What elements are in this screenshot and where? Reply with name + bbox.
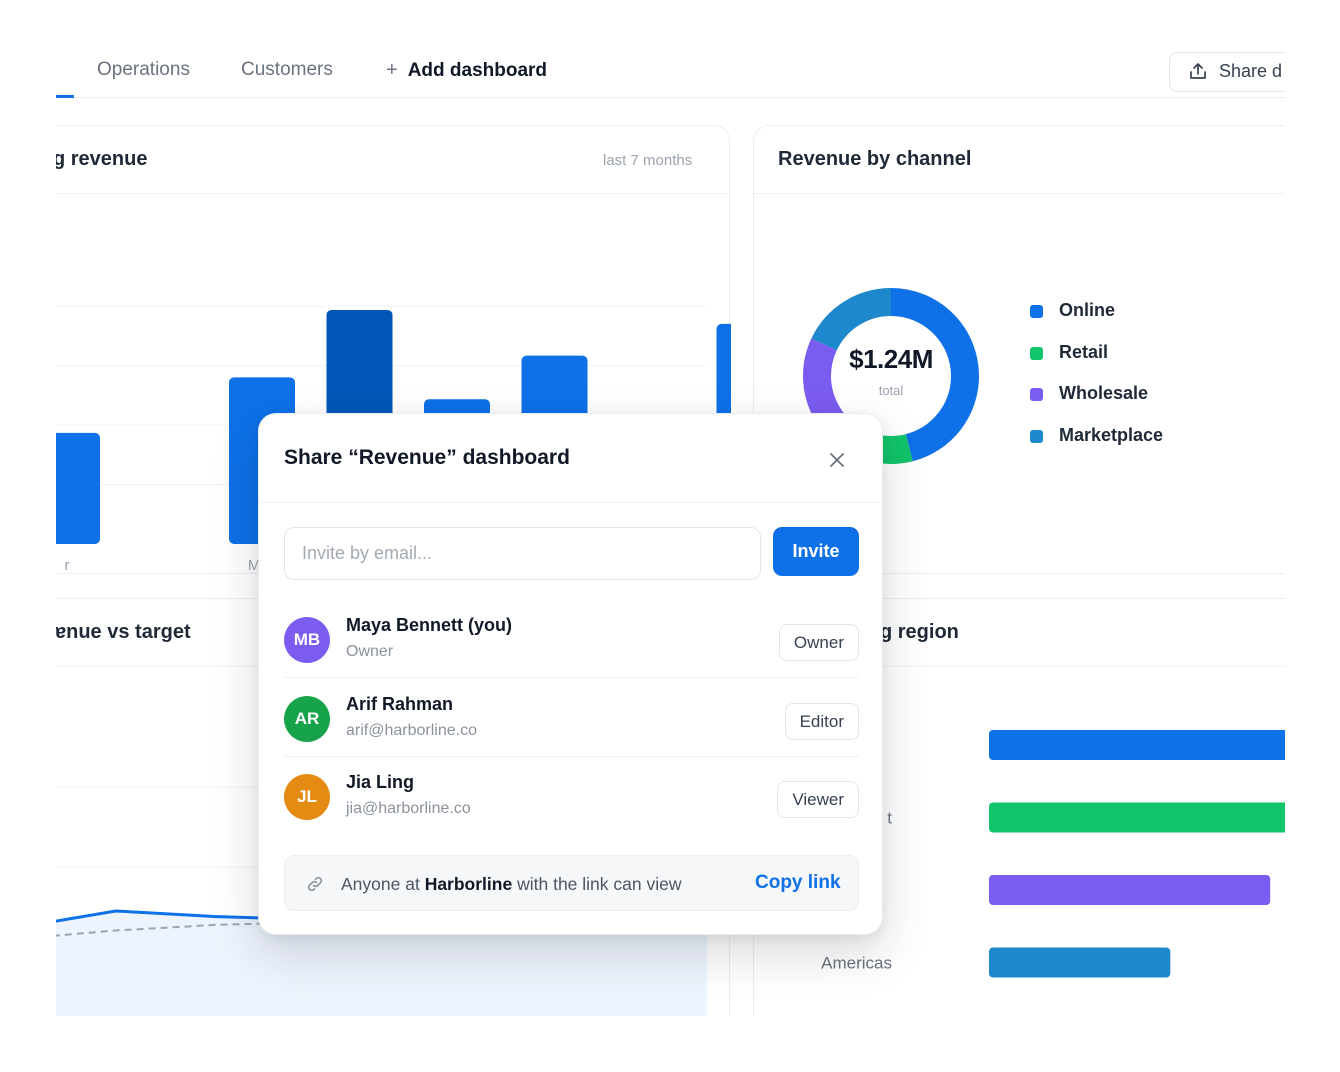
member-role-select[interactable]: Editor [784,703,859,740]
member-email: jia@harborline.co [346,800,471,817]
donut-slice-marketplace [803,288,979,464]
dashboard-viewport: Operations Customers + Add dashboard Shar… [56,40,1285,1016]
copy-link-button[interactable]: Copy link [755,872,841,893]
donut-total-value: $1.24M [849,344,933,374]
avatar: AR [284,696,330,742]
region-label: Americas [821,954,892,973]
member-name: Arif Rahman [346,694,454,714]
region-bar [989,802,1285,833]
legend-label-wholesale: Wholesale [1059,383,1149,403]
donut-slice-wholesale [803,288,979,464]
revenue-by-channel-title: Revenue by channel [778,148,972,170]
legend-swatch-marketplace [1030,429,1043,443]
add-dashboard-button[interactable]: + Add dashboard [386,59,547,82]
member-row: MB Maya Bennett (you) Owner Owner [284,600,859,678]
invite-button[interactable]: Invite [773,527,859,576]
share-link-description: Anyone at Harborline with the link can v… [341,874,681,895]
member-email: arif@harborline.co [346,722,477,739]
revenue-by-channel-card-header: Revenue by channel [754,126,1285,194]
share-upload-icon [1190,63,1206,79]
plus-icon: + [386,59,398,81]
legend-label-marketplace: Marketplace [1059,424,1164,445]
share-link-org: Harborline [424,874,513,894]
share-modal-title: Share “Revenue” dashboard [284,446,570,469]
revenue-bar [56,432,100,544]
tab-customers[interactable]: Customers [241,59,333,80]
revenue-by-region-card-header: ɡ region [754,599,1285,667]
revenue-by-region-title: ɡ region [880,621,959,643]
region-bar [989,875,1271,905]
member-role-select[interactable]: Viewer [777,781,859,818]
invite-email-input[interactable] [284,527,761,580]
dashboard-tabs: Operations Customers + Add dashboard Shar… [56,40,1285,98]
avatar: MB [284,617,330,663]
revenue-by-channel-donut [803,288,979,464]
legend-label-online: Online [1059,300,1116,320]
avatar: JL [284,774,330,820]
monthly-revenue-period: last 7 months [603,152,693,169]
legend-swatch-retail [1030,346,1043,360]
member-subtitle: Owner [346,643,394,660]
share-modal-header: Share “Revenue” dashboard [259,414,882,503]
region-bar [989,947,1171,978]
share-dashboard-label: Share d [1219,61,1283,81]
monthly-revenue-card-header: ɡ revenue last 7 months [56,126,729,194]
monthly-revenue-title: ɡ revenue [56,148,148,170]
member-role-select[interactable]: Owner [778,624,859,661]
share-link-prefix: Anyone at [341,874,420,894]
donut-total-label: total [878,383,904,398]
share-dashboard-button[interactable]: Share d [1169,52,1285,92]
add-dashboard-label: Add dashboard [407,60,548,81]
link-icon [307,876,323,892]
revenue-vs-target-title: ɐnue vs target [56,621,191,643]
member-name: Maya Bennett (you) [346,615,513,635]
legend-swatch-online [1030,305,1043,318]
tab-operations[interactable]: Operations [97,59,190,80]
x-tick-label: r [65,557,70,574]
region-label: t [887,809,892,828]
legend-swatch-wholesale [1030,388,1043,401]
revenue-by-region-bar-chart: t Americas [821,730,1285,978]
member-name: Jia Ling [346,772,415,792]
member-row: JL Jia Ling jia@harborline.co Viewer [284,757,859,835]
member-row: AR Arif Rahman arif@harborline.co Editor [284,679,859,757]
close-icon[interactable] [825,448,849,472]
legend-label-retail: Retail [1059,341,1109,362]
share-link-suffix: with the link can view [517,874,682,894]
region-bar [989,730,1285,760]
donut-slice-retail [803,288,979,464]
share-dashboard-modal: Share “Revenue” dashboard Invite MB Maya… [258,413,883,935]
active-tab-indicator [56,95,74,98]
share-link-row: Anyone at Harborline with the link can v… [284,855,859,911]
